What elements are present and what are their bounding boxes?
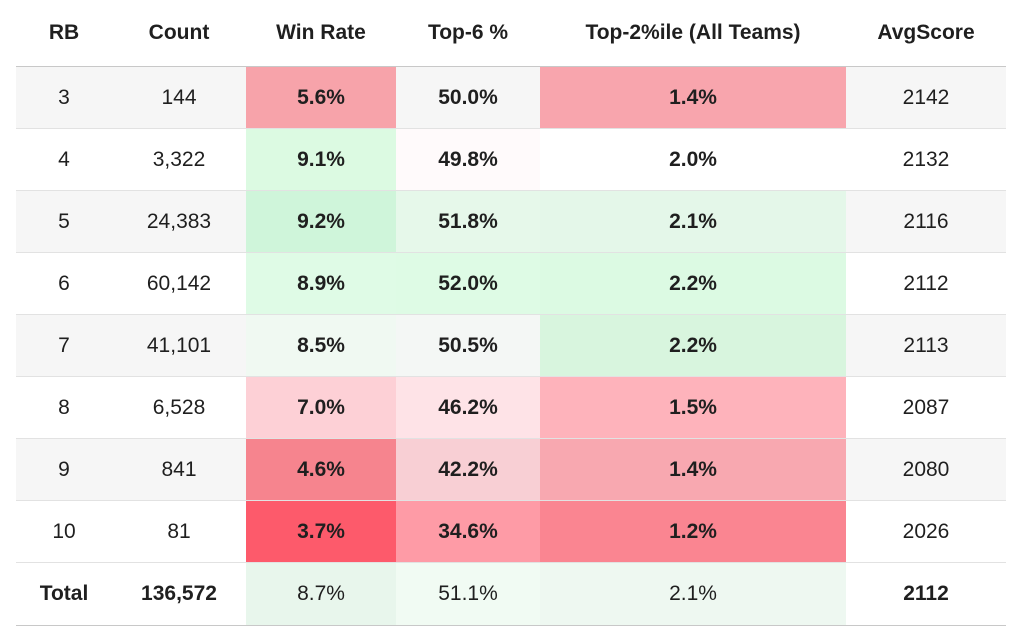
header-top6: Top-6 % — [396, 0, 540, 67]
table-row: 9 841 4.6% 42.2% 1.4% 2080 — [16, 438, 1006, 501]
table-row: 6 60,142 8.9% 52.0% 2.2% 2112 — [16, 252, 1006, 315]
table-row: 8 6,528 7.0% 46.2% 1.5% 2087 — [16, 376, 1006, 439]
cell-count: 144 — [112, 66, 246, 129]
cell-count: 841 — [112, 438, 246, 501]
cell-avgscore: 2026 — [846, 500, 1006, 563]
cell-top6: 50.5% — [396, 314, 540, 377]
cell-count: 24,383 — [112, 190, 246, 253]
cell-top6: 46.2% — [396, 376, 540, 439]
total-top2: 2.1% — [540, 562, 846, 626]
total-top6: 51.1% — [396, 562, 540, 626]
cell-rb: 8 — [16, 376, 112, 439]
cell-top6: 42.2% — [396, 438, 540, 501]
cell-win-rate: 9.1% — [246, 128, 396, 191]
cell-win-rate: 8.9% — [246, 252, 396, 315]
cell-win-rate: 8.5% — [246, 314, 396, 377]
table-row: 4 3,322 9.1% 49.8% 2.0% 2132 — [16, 128, 1006, 191]
cell-top2: 2.2% — [540, 314, 846, 377]
cell-win-rate: 4.6% — [246, 438, 396, 501]
header-avgscore: AvgScore — [846, 0, 1006, 67]
cell-top6: 34.6% — [396, 500, 540, 563]
cell-rb: 10 — [16, 500, 112, 563]
cell-top6: 51.8% — [396, 190, 540, 253]
cell-top2: 1.5% — [540, 376, 846, 439]
cell-rb: 3 — [16, 66, 112, 129]
cell-count: 41,101 — [112, 314, 246, 377]
cell-avgscore: 2080 — [846, 438, 1006, 501]
table-row: 10 81 3.7% 34.6% 1.2% 2026 — [16, 500, 1006, 563]
table-row: 7 41,101 8.5% 50.5% 2.2% 2113 — [16, 314, 1006, 377]
cell-avgscore: 2113 — [846, 314, 1006, 377]
total-count: 136,572 — [112, 562, 246, 626]
heatmap-table: RB Count Win Rate Top-6 % Top-2%ile (All… — [16, 0, 1006, 626]
header-top2: Top-2%ile (All Teams) — [540, 0, 846, 67]
cell-rb: 9 — [16, 438, 112, 501]
cell-count: 6,528 — [112, 376, 246, 439]
table-row: 5 24,383 9.2% 51.8% 2.1% 2116 — [16, 190, 1006, 253]
cell-top2: 1.2% — [540, 500, 846, 563]
cell-rb: 5 — [16, 190, 112, 253]
cell-count: 60,142 — [112, 252, 246, 315]
cell-top6: 52.0% — [396, 252, 540, 315]
cell-avgscore: 2112 — [846, 252, 1006, 315]
cell-count: 3,322 — [112, 128, 246, 191]
cell-avgscore: 2132 — [846, 128, 1006, 191]
cell-top6: 50.0% — [396, 66, 540, 129]
total-label: Total — [16, 562, 112, 626]
header-win-rate: Win Rate — [246, 0, 396, 67]
cell-top2: 2.0% — [540, 128, 846, 191]
cell-top2: 2.2% — [540, 252, 846, 315]
cell-avgscore: 2116 — [846, 190, 1006, 253]
cell-avgscore: 2142 — [846, 66, 1006, 129]
cell-avgscore: 2087 — [846, 376, 1006, 439]
cell-win-rate: 3.7% — [246, 500, 396, 563]
header-rb: RB — [16, 0, 112, 67]
total-row: Total 136,572 8.7% 51.1% 2.1% 2112 — [16, 562, 1006, 626]
cell-win-rate: 5.6% — [246, 66, 396, 129]
cell-rb: 6 — [16, 252, 112, 315]
header-count: Count — [112, 0, 246, 67]
cell-win-rate: 9.2% — [246, 190, 396, 253]
cell-rb: 7 — [16, 314, 112, 377]
cell-rb: 4 — [16, 128, 112, 191]
total-avgscore: 2112 — [846, 562, 1006, 626]
header-row: RB Count Win Rate Top-6 % Top-2%ile (All… — [16, 0, 1006, 67]
total-win-rate: 8.7% — [246, 562, 396, 626]
table-row: 3 144 5.6% 50.0% 1.4% 2142 — [16, 66, 1006, 129]
cell-count: 81 — [112, 500, 246, 563]
cell-win-rate: 7.0% — [246, 376, 396, 439]
cell-top2: 1.4% — [540, 66, 846, 129]
cell-top6: 49.8% — [396, 128, 540, 191]
cell-top2: 2.1% — [540, 190, 846, 253]
cell-top2: 1.4% — [540, 438, 846, 501]
